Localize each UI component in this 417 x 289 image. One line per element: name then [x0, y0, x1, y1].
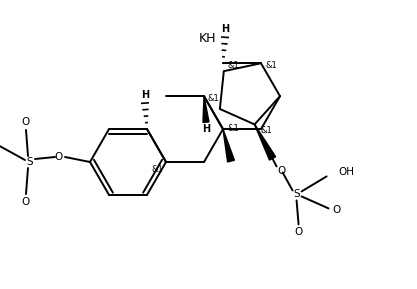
Text: &1: &1 [266, 61, 278, 70]
Text: &1: &1 [151, 166, 163, 175]
Text: &1: &1 [228, 61, 240, 70]
Polygon shape [254, 125, 276, 160]
Polygon shape [203, 96, 209, 123]
Text: H: H [221, 24, 229, 34]
Text: O: O [22, 117, 30, 127]
Text: O: O [22, 197, 30, 207]
Text: H: H [141, 90, 149, 100]
Text: H: H [202, 124, 210, 134]
Text: O: O [277, 166, 286, 176]
Text: &1: &1 [228, 124, 240, 133]
Text: O: O [294, 227, 303, 238]
Text: &1: &1 [261, 126, 272, 135]
Text: KH: KH [199, 32, 217, 45]
Text: OH: OH [339, 167, 354, 177]
Text: O: O [55, 152, 63, 162]
Polygon shape [223, 129, 234, 162]
Text: S: S [293, 189, 300, 199]
Text: O: O [332, 205, 341, 215]
Text: S: S [27, 157, 33, 167]
Text: &1: &1 [208, 94, 220, 103]
